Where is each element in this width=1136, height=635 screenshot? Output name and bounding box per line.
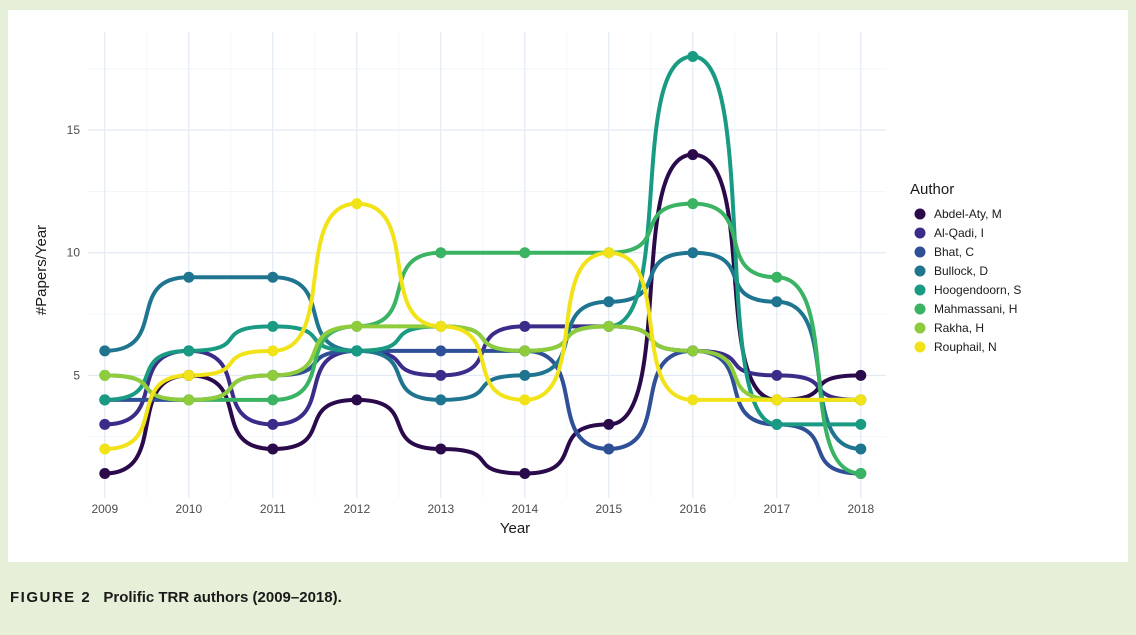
- legend-label: Hoogendoorn, S: [934, 283, 1021, 297]
- data-point: [771, 271, 783, 283]
- data-point: [603, 443, 615, 455]
- x-tick-label: 2017: [763, 502, 790, 516]
- data-point: [99, 394, 111, 406]
- caption-text: Prolific TRR authors (2009–2018).: [103, 589, 342, 606]
- data-point: [855, 418, 867, 430]
- data-point: [519, 467, 531, 479]
- legend-key: [914, 341, 926, 353]
- data-point: [603, 320, 615, 332]
- data-point: [519, 247, 531, 259]
- x-tick-label: 2013: [427, 502, 454, 516]
- data-point: [267, 320, 279, 332]
- data-point: [183, 369, 195, 381]
- data-point: [687, 51, 699, 63]
- data-point: [771, 369, 783, 381]
- x-tick-label: 2014: [511, 502, 538, 516]
- figure-caption: FIGURE 2 Prolific TRR authors (2009–2018…: [10, 589, 342, 606]
- data-point: [99, 418, 111, 430]
- data-point: [519, 394, 531, 406]
- data-point: [183, 394, 195, 406]
- legend: Author Abdel-Aty, M Al-Qadi, I Bhat, C Bull…: [910, 181, 1021, 354]
- data-point: [183, 345, 195, 357]
- y-axis-title: #Papers/Year: [33, 225, 50, 315]
- grid-lines: [88, 32, 886, 498]
- legend-label: Al-Qadi, I: [934, 226, 984, 240]
- data-point: [687, 345, 699, 357]
- data-point: [687, 198, 699, 210]
- x-tick-label: 2012: [343, 502, 370, 516]
- data-point: [99, 345, 111, 357]
- data-point: [267, 443, 279, 455]
- data-point: [267, 394, 279, 406]
- data-point: [855, 443, 867, 455]
- legend-key: [914, 265, 926, 277]
- legend-key: [914, 303, 926, 315]
- data-point: [771, 296, 783, 308]
- data-point: [771, 418, 783, 430]
- data-point: [351, 394, 363, 406]
- legend-label: Rakha, H: [934, 321, 984, 335]
- data-point: [687, 149, 699, 161]
- data-point: [435, 443, 447, 455]
- data-point: [603, 247, 615, 259]
- data-point: [267, 345, 279, 357]
- x-tick-label: 2016: [679, 502, 706, 516]
- data-point: [351, 345, 363, 357]
- y-tick-label: 10: [67, 246, 81, 260]
- x-tick-label: 2018: [847, 502, 874, 516]
- data-point: [519, 320, 531, 332]
- series-line: [102, 201, 863, 476]
- data-point: [855, 467, 867, 479]
- legend-label: Bhat, C: [934, 245, 974, 259]
- data-point: [519, 345, 531, 357]
- data-point: [183, 271, 195, 283]
- y-tick-label: 15: [67, 123, 81, 137]
- data-point: [855, 394, 867, 406]
- legend-label: Rouphail, N: [934, 340, 997, 354]
- data-point: [435, 320, 447, 332]
- data-point: [603, 418, 615, 430]
- legend-key: [914, 208, 926, 220]
- legend-key: [914, 284, 926, 296]
- data-point: [435, 247, 447, 259]
- tick-labels: 2009 2010 2011 2012 2013 2014 2015 2016 2017 2018…: [67, 123, 875, 516]
- x-tick-label: 2015: [595, 502, 622, 516]
- series-line: [102, 201, 863, 451]
- x-tick-label: 2010: [175, 502, 202, 516]
- x-tick-label: 2011: [260, 502, 286, 516]
- legend-title: Author: [910, 181, 954, 198]
- legend-label: Bullock, D: [934, 264, 988, 278]
- legend-key: [914, 322, 926, 334]
- figure-label: FIGURE 2: [10, 589, 92, 606]
- data-point: [267, 271, 279, 283]
- data-point: [855, 369, 867, 381]
- data-point: [435, 345, 447, 357]
- data-point: [267, 418, 279, 430]
- x-axis-title: Year: [500, 520, 530, 537]
- legend-key: [914, 246, 926, 258]
- legend-label: Mahmassani, H: [934, 302, 1017, 316]
- legend-label: Abdel-Aty, M: [934, 207, 1002, 221]
- series-line: [102, 324, 863, 402]
- data-point: [435, 394, 447, 406]
- data-point: [99, 443, 111, 455]
- data-point: [351, 198, 363, 210]
- data-point: [771, 394, 783, 406]
- data-point: [603, 296, 615, 308]
- data-point: [267, 369, 279, 381]
- data-points: [99, 51, 867, 479]
- data-point: [435, 369, 447, 381]
- chart-panel: 2009 2010 2011 2012 2013 2014 2015 2016 2017 2018…: [8, 10, 1128, 562]
- data-point: [687, 247, 699, 259]
- data-point: [687, 394, 699, 406]
- data-point: [99, 467, 111, 479]
- data-point: [99, 369, 111, 381]
- y-tick-label: 5: [73, 368, 80, 382]
- line-chart: 2009 2010 2011 2012 2013 2014 2015 2016 2017 2018…: [33, 32, 1021, 537]
- data-point: [351, 320, 363, 332]
- data-point: [519, 369, 531, 381]
- legend-key: [914, 227, 926, 239]
- x-tick-label: 2009: [91, 502, 118, 516]
